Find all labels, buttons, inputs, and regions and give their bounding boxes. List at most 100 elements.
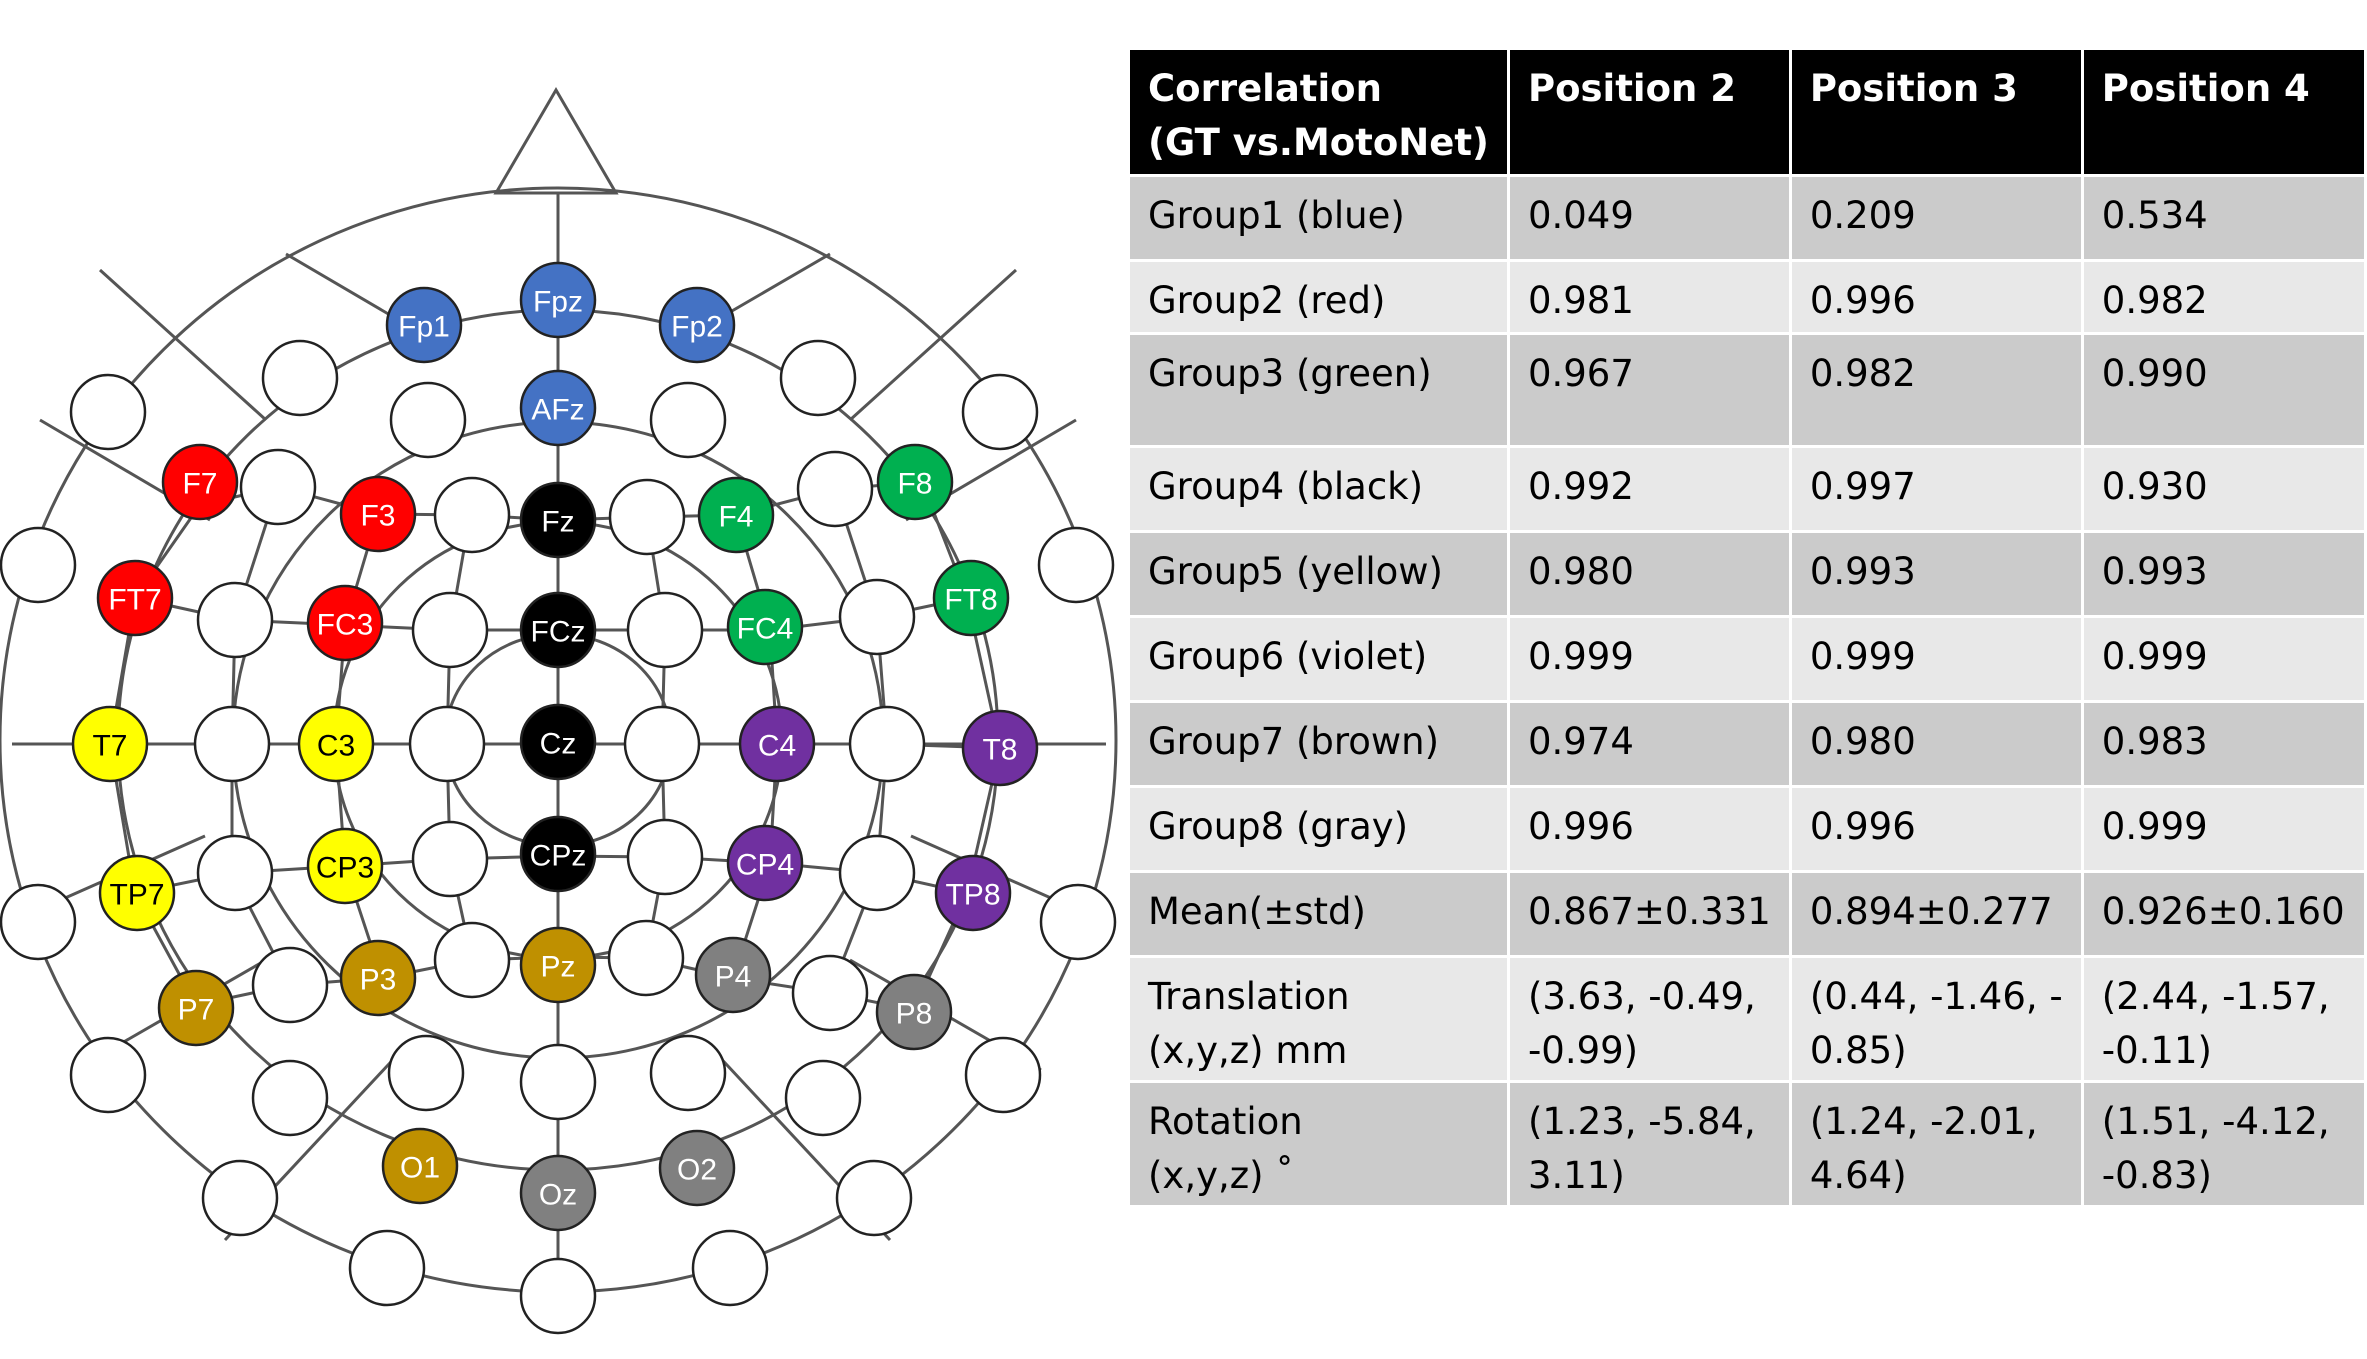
- cell-line: 0.974: [1527, 719, 1634, 763]
- cell-line: 0.983: [2101, 719, 2208, 763]
- cell-position-3: 0.996: [1790, 260, 2084, 335]
- electrode-marker: [519, 481, 597, 559]
- radial-line: [98, 268, 268, 422]
- cell-line: 0.926±0.160: [2101, 889, 2345, 933]
- electrode-label: TP8: [945, 879, 1000, 912]
- table-row-group4: Group4 (black) 0.992 0.997 0.930: [1130, 446, 2367, 533]
- cell-line: 0.980: [1527, 549, 1634, 593]
- cell-label: Mean(±std): [1130, 871, 1510, 958]
- cell-position-2: (3.63, -0.49, -0.99): [1508, 956, 1792, 1083]
- cell-position-2: 0.996: [1508, 786, 1792, 873]
- electrode-unlabeled: [69, 1036, 147, 1114]
- cell-line: 0.967: [1527, 351, 1634, 395]
- cell-line: 0.999: [2101, 634, 2208, 678]
- electrode-f7: F7: [161, 443, 239, 521]
- header-position-3: Position 3: [1790, 50, 2084, 177]
- electrode-label: Fp1: [398, 311, 450, 344]
- electrode-label: P3: [360, 964, 397, 997]
- electrode-unlabeled: [626, 591, 704, 669]
- cell-position-3: 0.894±0.277: [1790, 871, 2084, 958]
- cell-position-4: (2.44, -1.57, -0.11): [2082, 956, 2367, 1083]
- electrode-fc4: FC4: [726, 588, 804, 666]
- cell-line: (x,y,z) mm: [1148, 1028, 1348, 1072]
- electrode-unlabeled: [626, 818, 704, 896]
- electrode-unlabeled: [433, 476, 511, 554]
- electrode-marker: [961, 709, 1039, 787]
- electrode-fpz: Fpz: [519, 261, 597, 339]
- electrode-label: Cz: [540, 728, 577, 761]
- cell-line: 0.993: [1809, 549, 1916, 593]
- cell-label: Translation (x,y,z) mm: [1130, 956, 1510, 1083]
- cell-line: 0.999: [1809, 634, 1916, 678]
- cell-line: 0.894±0.277: [1809, 889, 2053, 933]
- electrode-unlabeled: [796, 450, 874, 528]
- electrode-fp1: Fp1: [385, 286, 463, 364]
- electrode-marker: [161, 443, 239, 521]
- electrode-marker: [519, 815, 597, 893]
- electrode-fcz: FCz: [519, 591, 597, 669]
- electrode-unlabeled: [387, 1034, 465, 1112]
- cell-line: Group4 (black): [1148, 464, 1424, 508]
- cell-position-2: 0.967: [1508, 333, 1792, 448]
- electrode-label: CP4: [736, 849, 794, 882]
- cell-position-2: 0.049: [1508, 175, 1792, 262]
- cell-line: (3.63, -0.49,: [1527, 974, 1756, 1018]
- cell-line: Group1 (blue): [1148, 193, 1405, 237]
- electrode-label: Pz: [540, 951, 575, 984]
- electrode-unlabeled: [964, 1036, 1042, 1114]
- electrode-unlabeled: [1037, 526, 1115, 604]
- cell-position-4: 0.930: [2082, 446, 2367, 533]
- electrode-unlabeled: [408, 705, 486, 783]
- electrode-marker: [697, 476, 775, 554]
- cell-line: 0.982: [2101, 278, 2208, 322]
- cell-label: Group7 (brown): [1130, 701, 1510, 788]
- electrode-label: T8: [982, 734, 1017, 767]
- cell-line: Group5 (yellow): [1148, 549, 1443, 593]
- header-line: (GT vs.MotoNet): [1148, 121, 1489, 164]
- cell-line: (1.23, -5.84,: [1527, 1099, 1756, 1143]
- electrode-c3: C3: [297, 705, 375, 783]
- electrode-label: CPz: [530, 840, 587, 873]
- table-row-rotation: Rotation (x,y,z) ˚ (1.23, -5.84, 3.11) (1.24…: [1130, 1081, 2367, 1208]
- electrode-unlabeled: [348, 1229, 426, 1307]
- electrode-label: F4: [718, 501, 753, 534]
- cell-position-3: (1.24, -2.01, 4.64): [1790, 1081, 2084, 1208]
- electrode-p3: P3: [339, 939, 417, 1017]
- cell-label: Group1 (blue): [1130, 175, 1510, 262]
- cell-line: 0.981: [1527, 278, 1634, 322]
- cell-position-3: 0.997: [1790, 446, 2084, 533]
- electrode-fz: Fz: [519, 481, 597, 559]
- cell-position-3: 0.980: [1790, 701, 2084, 788]
- electrode-unlabeled: [519, 1257, 597, 1335]
- electrode-label: P8: [896, 998, 933, 1031]
- cell-position-2: 0.992: [1508, 446, 1792, 533]
- electrode-unlabeled: [779, 339, 857, 417]
- electrode-oz: Oz: [519, 1154, 597, 1232]
- electrode-marker: [876, 443, 954, 521]
- electrode-unlabeled: [961, 373, 1039, 451]
- cell-line: Group7 (brown): [1148, 719, 1440, 763]
- cell-line: -0.11): [2101, 1028, 2212, 1072]
- electrode-cz: Cz: [519, 703, 597, 781]
- electrode-ft7: FT7: [96, 559, 174, 637]
- electrode-o1: O1: [381, 1127, 459, 1205]
- electrode-unlabeled: [193, 705, 271, 783]
- electrode-f8: F8: [876, 443, 954, 521]
- electrode-marker: [519, 591, 597, 669]
- electrode-marker: [519, 926, 597, 1004]
- cell-line: 4.64): [1809, 1153, 1907, 1197]
- electrode-unlabeled: [196, 834, 274, 912]
- electrode-f3: F3: [339, 475, 417, 553]
- electrode-unlabeled: [69, 373, 147, 451]
- cell-line: (1.24, -2.01,: [1809, 1099, 2038, 1143]
- cell-line: 0.980: [1809, 719, 1916, 763]
- cell-line: 0.999: [1527, 634, 1634, 678]
- nose-outline: [493, 87, 619, 195]
- cell-position-4: 0.990: [2082, 333, 2367, 448]
- table-row-group2: Group2 (red) 0.981 0.996 0.982: [1130, 260, 2367, 335]
- cell-line: 0.996: [1527, 804, 1634, 848]
- electrode-tp7: TP7: [98, 854, 176, 932]
- cell-label: Group2 (red): [1130, 260, 1510, 335]
- electrode-marker: [71, 705, 149, 783]
- cell-label: Group5 (yellow): [1130, 531, 1510, 618]
